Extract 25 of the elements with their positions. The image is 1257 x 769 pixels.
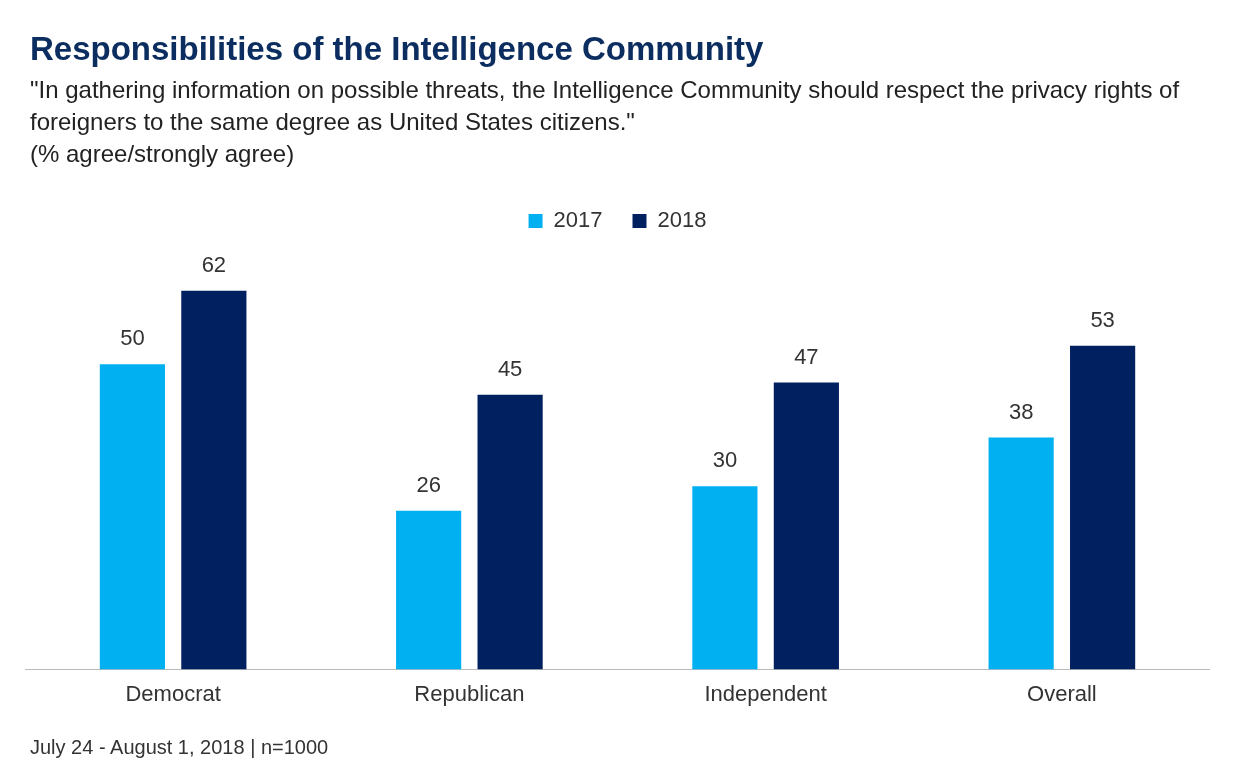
data-label: 38 bbox=[1008, 398, 1034, 424]
chart-title: Responsibilities of the Intelligence Community bbox=[30, 30, 764, 68]
bar bbox=[1070, 345, 1136, 670]
legend-label: 2018 bbox=[657, 207, 707, 233]
data-label: 26 bbox=[416, 471, 441, 497]
x-tick-label: Republican bbox=[414, 680, 525, 706]
bar bbox=[396, 510, 462, 670]
bar bbox=[181, 290, 247, 670]
legend-label: 2017 bbox=[553, 207, 603, 233]
data-label: 30 bbox=[712, 447, 738, 473]
x-tick-label: Democrat bbox=[125, 680, 221, 706]
bar bbox=[988, 437, 1054, 670]
data-label: 45 bbox=[497, 355, 523, 381]
x-tick-label: Independent bbox=[704, 680, 827, 706]
bar bbox=[773, 382, 839, 670]
bar bbox=[692, 486, 758, 670]
data-label: 53 bbox=[1090, 306, 1115, 332]
bar bbox=[99, 364, 165, 670]
text: July 24 - August 1, 2018 | n=1000 bbox=[30, 736, 329, 759]
bar bbox=[477, 394, 543, 670]
data-label: 50 bbox=[120, 325, 145, 351]
x-tick-label: Overall bbox=[1027, 680, 1097, 706]
data-label: 62 bbox=[201, 251, 227, 277]
data-label: 47 bbox=[794, 343, 819, 369]
chart-subtitle: "In gathering information on possible threats, the Intelligence Community should respect the privacy rights of foreigners to the same degree as United States citizens." (% agree/strongly agree) bbox=[30, 75, 1181, 169]
